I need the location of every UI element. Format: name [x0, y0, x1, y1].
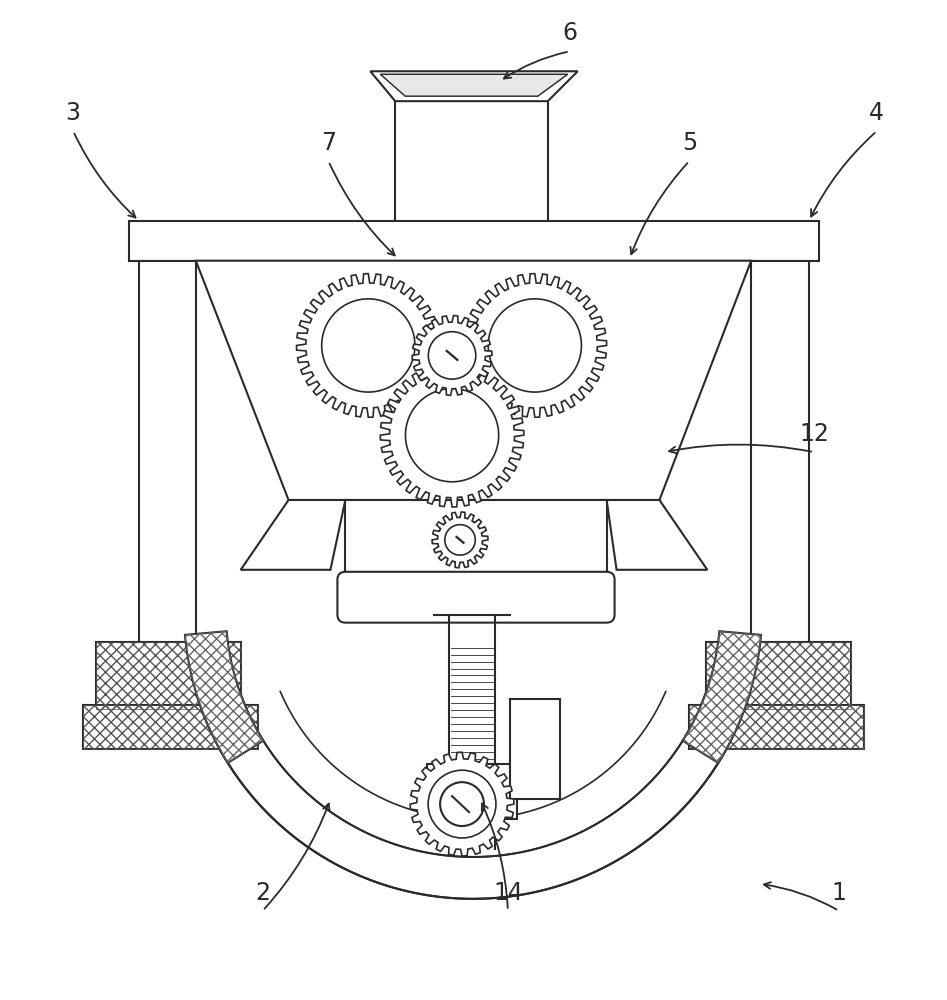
Polygon shape: [607, 500, 707, 570]
Polygon shape: [381, 363, 524, 507]
Polygon shape: [296, 274, 440, 417]
Circle shape: [428, 332, 475, 379]
Circle shape: [489, 299, 581, 392]
Polygon shape: [432, 512, 488, 568]
Polygon shape: [196, 694, 749, 899]
Bar: [139, 261, 196, 645]
Bar: [427, 764, 517, 819]
Text: 6: 6: [563, 21, 578, 45]
Polygon shape: [196, 261, 751, 500]
Text: 1: 1: [831, 881, 847, 905]
Polygon shape: [463, 274, 607, 417]
Bar: [346, 500, 607, 615]
Polygon shape: [410, 752, 514, 856]
Bar: [83, 705, 258, 749]
Polygon shape: [683, 631, 761, 763]
Bar: [751, 261, 809, 645]
Text: 12: 12: [799, 422, 829, 446]
Bar: [509, 699, 560, 799]
Text: 4: 4: [869, 101, 884, 125]
Polygon shape: [185, 631, 263, 763]
Circle shape: [445, 525, 475, 555]
Circle shape: [440, 782, 484, 826]
Circle shape: [405, 389, 499, 482]
Bar: [129, 221, 819, 261]
Text: 5: 5: [682, 131, 697, 155]
Bar: [706, 642, 851, 709]
Circle shape: [428, 770, 496, 838]
Polygon shape: [241, 500, 346, 570]
Text: 3: 3: [65, 101, 80, 125]
FancyBboxPatch shape: [337, 572, 615, 623]
Circle shape: [322, 299, 415, 392]
Polygon shape: [370, 71, 578, 101]
Bar: [689, 705, 864, 749]
Polygon shape: [381, 74, 567, 96]
Text: 14: 14: [493, 881, 523, 905]
Bar: [96, 642, 241, 709]
Polygon shape: [412, 316, 491, 395]
Bar: [689, 705, 864, 749]
Bar: [96, 642, 241, 709]
Text: 7: 7: [321, 131, 336, 155]
Bar: [83, 705, 258, 749]
Bar: [706, 642, 851, 709]
Text: 2: 2: [255, 881, 270, 905]
